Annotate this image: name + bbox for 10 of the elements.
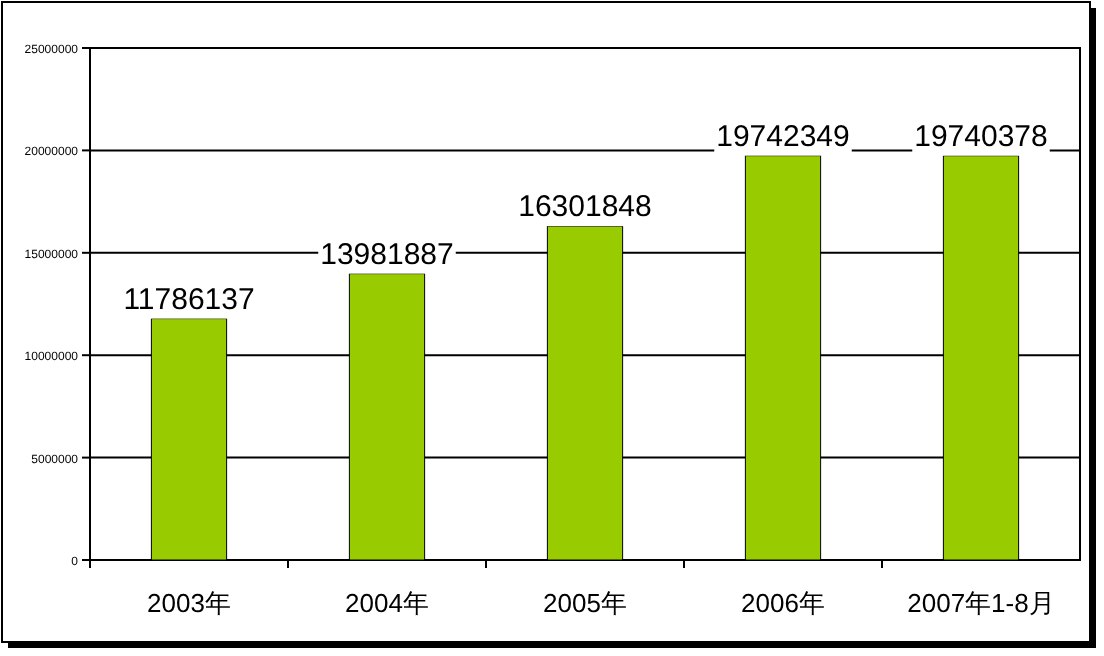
- data-label: 13981887: [320, 237, 454, 272]
- data-label: 19740378: [914, 119, 1048, 154]
- x-tick-label: 2003年: [147, 588, 231, 618]
- data-label: 11786137: [123, 282, 255, 317]
- x-tick-label: 2004年: [345, 588, 429, 618]
- data-label: 16301848: [518, 190, 652, 225]
- x-tick-label: 2007年1-8月: [907, 588, 1055, 618]
- data-label: 19742349: [716, 119, 850, 154]
- x-tick-label: 2005年: [543, 588, 627, 618]
- x-tick-label: 2006年: [741, 588, 825, 618]
